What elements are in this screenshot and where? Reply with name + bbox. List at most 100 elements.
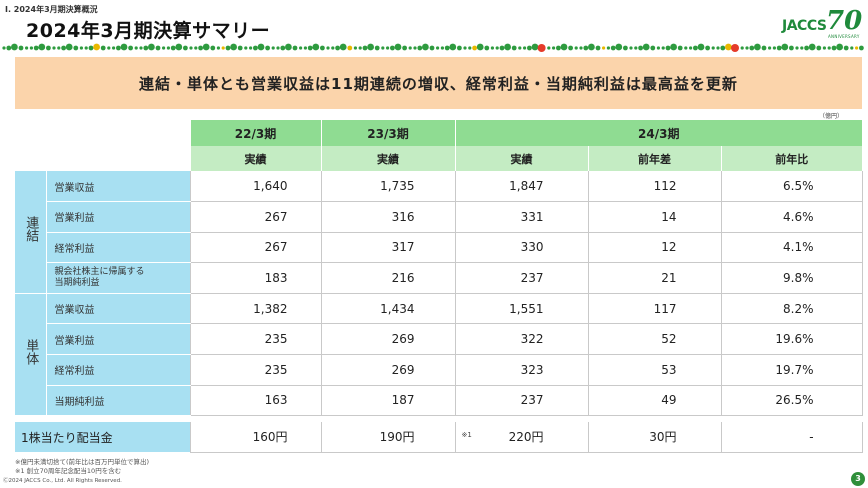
decorative-dot [761,45,767,51]
row-spacer [15,415,863,422]
decorative-dot [221,46,225,50]
decorative-dot [606,46,611,50]
header-sub-actual-24: 実績 [454,146,588,171]
decorative-dot [560,43,568,51]
decorative-dot [556,45,561,51]
decorative-dot [422,43,429,51]
row-label: 当期純利益 [45,385,190,417]
cell-value: 220円 [508,430,544,445]
decorative-dot [79,46,83,50]
cell-value: 112 [587,171,721,203]
cell-value: 1,640 [189,171,321,203]
decorative-dot [547,46,551,50]
table-row: 営業利益 235 269 322 52 19.6% [15,323,863,356]
decorative-dot [689,46,693,50]
decorative-dot [768,46,772,50]
decorative-dot [128,45,134,51]
row-label: 営業収益 [45,171,190,203]
decorative-dot [18,45,24,51]
decorative-dot [843,45,849,51]
decorative-dot [381,46,385,50]
decorative-dot [749,45,755,51]
cell-value: 267 [189,232,321,264]
decorative-dot [615,43,623,51]
cell-value: 52 [587,323,721,356]
decorative-dot [194,46,198,50]
decorative-dot [166,46,170,50]
cell-value: 6.5% [720,171,863,203]
cell-value: 1,434 [320,293,455,325]
cell-value: 1,847 [454,171,588,203]
decorative-dot [499,45,505,51]
cell-value: 8.2% [720,293,863,325]
header-year-24: 24/3期 [454,120,863,146]
decorative-dot [537,44,546,52]
cell-value: 26.5% [720,385,863,417]
decorative-dot [602,46,606,50]
header-sub-yoy-diff: 前年差 [587,146,721,171]
section-label: Ⅰ. 2024年3月期決算概況 [5,5,98,14]
decorative-dot [457,45,462,51]
headline-banner: 連結・単体とも営業収益は11期連続の増収、経常利益・当期純利益は最高益を更新 [15,57,862,109]
decorative-dot [638,45,643,51]
decorative-dot [511,45,517,51]
cell-value: 331 [454,201,588,233]
decorative-dot [237,45,243,51]
decorative-dot [855,46,859,50]
decorative-dot [189,46,193,50]
decorative-dot [386,46,390,50]
cell-value: 237 [454,262,588,294]
decorative-dot [257,43,265,51]
copyright: Ⓒ2024 JACCS Co., Ltd. All Rights Reserve… [3,478,122,484]
financial-summary-table: 22/3期 23/3期 24/3期 実績 実績 実績 前年差 前年比 連結 営業… [15,120,863,453]
decorative-dot [84,46,88,50]
decorative-dot [808,43,816,51]
decorative-dot [335,45,340,51]
logo-wordmark: JACCS [782,18,827,34]
decorative-dot [367,43,374,51]
decorative-dot [579,46,583,50]
decorative-dot [804,45,809,51]
decorative-dot [11,43,18,51]
decorative-dot [449,43,457,51]
decorative-dot [107,46,111,50]
decorative-dot [677,45,683,51]
cell-value: 190円 [320,421,455,453]
decorative-dot [134,46,138,50]
cell-value: - [720,421,863,453]
decorative-dot [292,45,298,51]
cell-value: 235 [189,323,321,356]
decorative-dot [495,46,499,50]
decorative-dot [57,46,61,50]
decorative-dot [472,45,477,51]
decorative-dot [88,45,94,51]
decorative-dot [440,46,444,50]
page-title: 2024年3月期決算サマリー [26,20,271,42]
decorative-dot [822,46,827,50]
decorative-dot [552,46,556,50]
decorative-dot [831,45,837,51]
table-row: 営業利益 267 316 331 14 4.6% [15,201,863,233]
cell-value: 1,735 [320,171,455,203]
decorative-dot [148,43,155,51]
decorative-dot [444,45,450,51]
decorative-dot [772,46,777,50]
decorative-dot [331,46,335,50]
cell-value: 9.8% [720,262,863,294]
decorative-dot [183,45,188,51]
decorative-dot [374,45,380,51]
row-label: 営業利益 [45,201,190,233]
decorative-dot [25,46,29,50]
row-label: 営業利益 [45,323,190,356]
decorative-dot [139,46,143,50]
decorative-dot [693,45,698,51]
cell-value: 237 [454,385,588,417]
decorative-dot [417,45,423,51]
decorative-dot [665,45,671,51]
decorative-dot [827,46,831,50]
cell-value: 330 [454,232,588,264]
dividend-label: 1株当たり配当金 [15,421,190,453]
decorative-dot [230,43,238,51]
decorative-dot [527,45,532,51]
decorative-dot [476,43,484,51]
